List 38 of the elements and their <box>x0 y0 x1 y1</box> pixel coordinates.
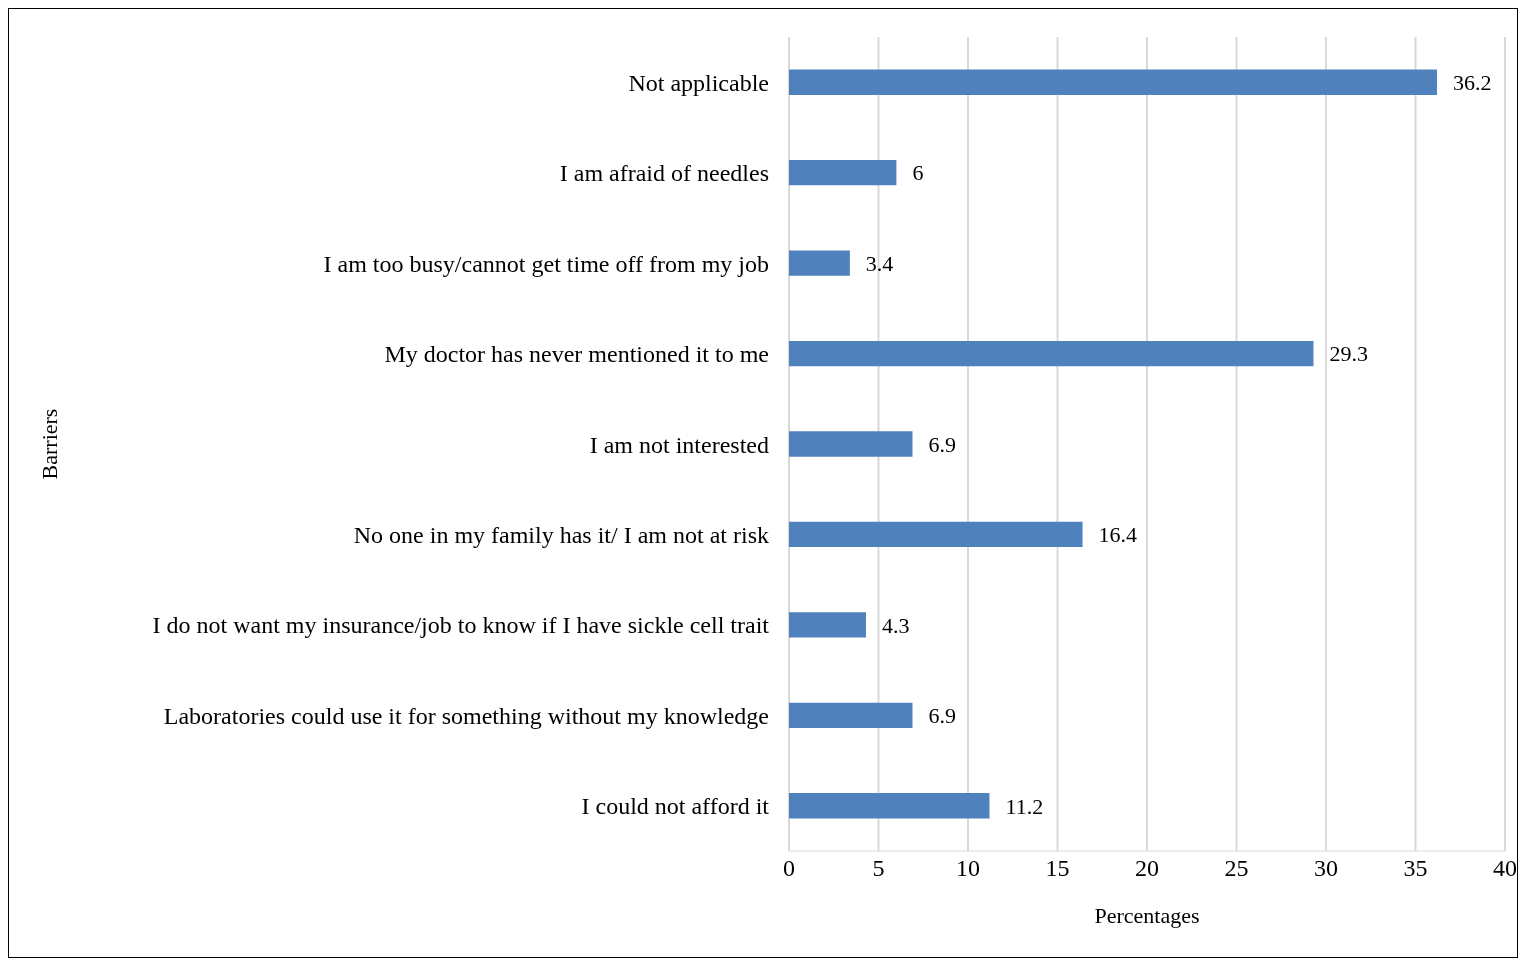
x-tick-label: 10 <box>956 855 980 882</box>
data-label: 16.4 <box>1098 522 1138 548</box>
x-tick-label: 0 <box>783 855 795 882</box>
bar <box>789 431 913 457</box>
y-tick-label: Laboratories could use it for something without my knowledge <box>163 702 769 729</box>
y-tick-label: My doctor has never mentioned it to me <box>384 341 769 368</box>
bar <box>789 612 866 638</box>
y-tick-label: I am afraid of needles <box>559 160 769 187</box>
y-tick-label: No one in my family has it/ I am not at risk <box>353 521 769 548</box>
bar <box>789 702 913 728</box>
x-tick-label: 20 <box>1135 855 1159 882</box>
y-tick-label: I am too busy/cannot get time off from my job <box>323 250 769 277</box>
x-axis-title: Percentages <box>1094 903 1200 928</box>
data-label: 3.4 <box>865 250 894 276</box>
x-tick-label: 15 <box>1045 855 1070 882</box>
data-label: 6.9 <box>928 703 957 729</box>
y-tick-label: Not applicable <box>628 69 769 96</box>
bar <box>789 69 1437 95</box>
x-tick-label: 40 <box>1493 855 1517 882</box>
y-axis-title: Barriers <box>36 408 62 480</box>
bar <box>789 521 1083 548</box>
data-label: 36.2 <box>1452 70 1492 96</box>
x-tick-label: 25 <box>1224 855 1249 882</box>
data-label: 6.9 <box>928 431 957 457</box>
y-tick-label: I could not afford it <box>581 793 770 820</box>
bar <box>789 793 990 819</box>
bar <box>789 160 897 186</box>
y-tick-label: I am not interested <box>589 431 769 458</box>
data-label: 6 <box>912 160 924 186</box>
data-label: 29.3 <box>1329 341 1368 367</box>
x-tick-label: 5 <box>872 855 885 882</box>
data-label: 4.3 <box>881 612 910 638</box>
data-label: 11.2 <box>1005 793 1044 819</box>
y-tick-label: I do not want my insurance/job to know if I have sickle cell trait <box>152 612 770 639</box>
bar <box>789 250 850 276</box>
x-tick-label: 35 <box>1403 855 1428 882</box>
bar <box>789 340 1314 367</box>
x-tick-label: 30 <box>1314 855 1338 882</box>
